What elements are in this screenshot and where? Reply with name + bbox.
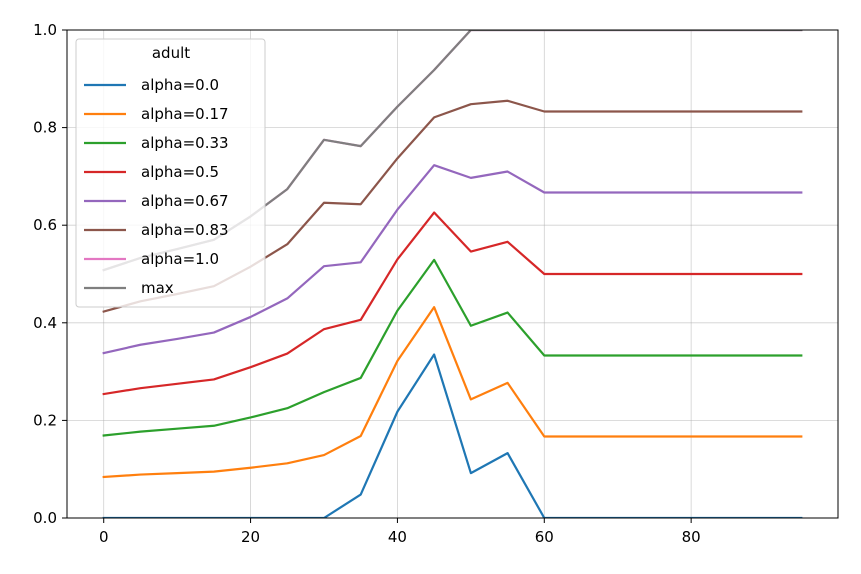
legend-label: alpha=0.0 <box>141 76 219 94</box>
legend-label: alpha=0.33 <box>141 134 229 152</box>
series-line-alpha-0-33 <box>102 258 803 437</box>
y-tick-label: 0.0 <box>33 509 57 527</box>
y-tick-label: 1.0 <box>33 21 57 39</box>
x-tick-label: 0 <box>99 528 109 546</box>
series-line-alpha-0-0 <box>102 353 803 518</box>
legend-box <box>75 38 266 308</box>
legend: adult alpha=0.0 alpha=0.17 alpha=0.33 alpha=… <box>75 38 266 308</box>
legend-label: alpha=1.0 <box>141 250 219 268</box>
axis-ticks: 0 20 40 60 80 0.0 0.2 0.4 0.6 0.8 1.0 <box>33 21 701 546</box>
y-tick-label: 0.2 <box>33 411 57 429</box>
x-tick-label: 20 <box>241 528 260 546</box>
x-tick-label: 80 <box>682 528 701 546</box>
series-line-alpha-0-67 <box>102 164 803 355</box>
legend-label: alpha=0.17 <box>141 105 229 123</box>
legend-label: alpha=0.5 <box>141 163 219 181</box>
axes-frame <box>66 29 839 519</box>
legend-label: alpha=0.83 <box>141 221 229 239</box>
x-tick-label: 40 <box>388 528 407 546</box>
x-tick-label: 60 <box>535 528 554 546</box>
legend-label: alpha=0.67 <box>141 192 229 210</box>
series-line-alpha-0-17 <box>102 306 803 479</box>
y-tick-label: 0.4 <box>33 314 57 332</box>
legend-title: adult <box>152 44 190 62</box>
legend-label: max <box>141 279 174 297</box>
series-line-alpha-0-5 <box>102 211 803 396</box>
y-tick-label: 0.8 <box>33 119 57 137</box>
y-tick-label: 0.6 <box>33 216 57 234</box>
